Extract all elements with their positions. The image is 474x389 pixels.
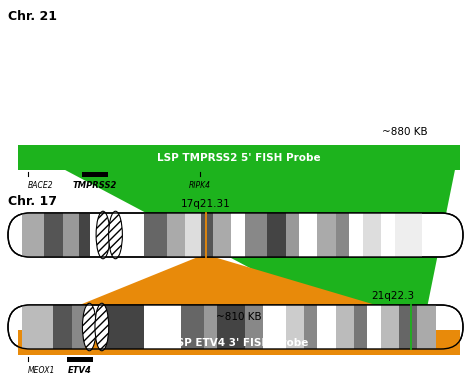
Text: ~880 KB: ~880 KB (382, 127, 428, 137)
Bar (267, 213, 285, 257)
Text: TMPRSS2: TMPRSS2 (73, 181, 117, 190)
Bar (299, 213, 318, 257)
Bar (418, 305, 436, 349)
Bar (213, 213, 231, 257)
Text: ~810 KB: ~810 KB (216, 312, 262, 322)
Bar (217, 305, 245, 349)
Text: 17q21.31: 17q21.31 (181, 199, 231, 209)
Text: Chr. 17: Chr. 17 (8, 195, 57, 208)
Bar (185, 213, 201, 257)
Bar (395, 213, 422, 257)
Text: ETV4: ETV4 (68, 366, 92, 375)
Bar (381, 305, 399, 349)
Ellipse shape (96, 211, 110, 259)
Bar (381, 213, 395, 257)
Bar (318, 305, 336, 349)
Bar (204, 305, 217, 349)
Bar (201, 213, 213, 257)
Bar (18, 330, 460, 355)
Bar (336, 213, 349, 257)
Bar (145, 305, 181, 349)
FancyBboxPatch shape (8, 305, 463, 349)
Bar (285, 213, 299, 257)
Ellipse shape (82, 303, 96, 351)
Bar (245, 213, 267, 257)
Bar (167, 213, 185, 257)
Polygon shape (18, 257, 460, 330)
Ellipse shape (95, 303, 109, 351)
Bar (245, 305, 263, 349)
Bar (354, 305, 367, 349)
Bar (349, 213, 363, 257)
Bar (231, 213, 245, 257)
Bar (22, 213, 45, 257)
Bar (145, 213, 167, 257)
Bar (18, 145, 460, 170)
Text: Chr. 21: Chr. 21 (8, 10, 57, 23)
Bar (22, 305, 54, 349)
FancyBboxPatch shape (8, 213, 463, 257)
Text: LSP TMPRSS2 5' FISH Probe: LSP TMPRSS2 5' FISH Probe (157, 152, 321, 163)
Bar (263, 305, 285, 349)
Bar (82, 172, 108, 177)
Bar (72, 305, 85, 349)
Bar (181, 305, 204, 349)
Bar (363, 213, 381, 257)
Bar (285, 305, 304, 349)
Text: MEOX1: MEOX1 (28, 366, 55, 375)
Bar (367, 305, 381, 349)
Bar (63, 213, 79, 257)
Bar (103, 305, 145, 349)
Text: RIPK4: RIPK4 (189, 181, 211, 190)
Bar (318, 213, 336, 257)
Text: BACE2: BACE2 (28, 181, 54, 190)
Bar (54, 305, 72, 349)
Bar (399, 305, 418, 349)
Bar (79, 213, 90, 257)
Text: LSP ETV4 3' FISH Probe: LSP ETV4 3' FISH Probe (170, 338, 308, 347)
Bar (67, 357, 93, 362)
Bar (336, 305, 354, 349)
Polygon shape (18, 145, 460, 349)
Text: 21q22.3: 21q22.3 (372, 291, 415, 301)
Ellipse shape (109, 211, 122, 259)
Bar (45, 213, 63, 257)
Bar (304, 305, 318, 349)
